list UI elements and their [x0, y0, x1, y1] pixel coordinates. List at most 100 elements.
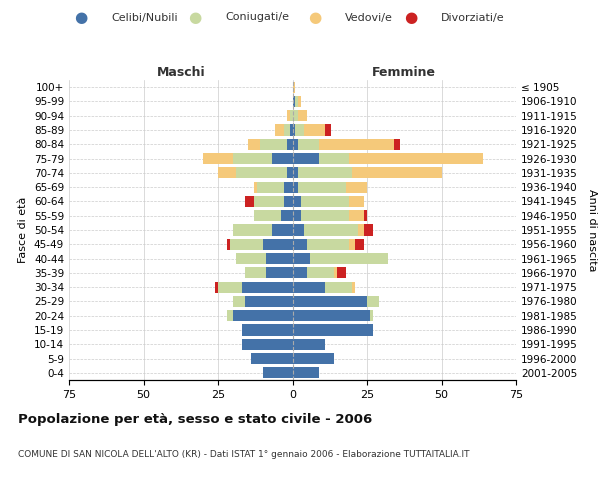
Text: Popolazione per età, sesso e stato civile - 2006: Popolazione per età, sesso e stato civil…	[18, 412, 372, 426]
Bar	[242, 338, 293, 350]
Bar	[263, 368, 293, 378]
Y-axis label: Anni di nascita: Anni di nascita	[587, 188, 597, 271]
Bar	[242, 324, 293, 336]
Bar	[248, 138, 260, 150]
Text: Maschi: Maschi	[157, 66, 205, 78]
Bar	[310, 253, 388, 264]
Bar	[293, 253, 310, 264]
Bar	[295, 96, 298, 107]
Bar	[349, 210, 364, 222]
Bar	[295, 124, 304, 136]
Bar	[284, 196, 293, 207]
Text: Divorziati/e: Divorziati/e	[441, 12, 505, 22]
Bar	[293, 296, 367, 307]
Bar	[266, 268, 293, 278]
Bar	[230, 238, 263, 250]
Bar	[301, 196, 349, 207]
Bar	[355, 238, 364, 250]
Bar	[293, 82, 295, 92]
Bar	[233, 224, 272, 235]
Bar	[233, 310, 293, 322]
Bar	[293, 224, 304, 235]
Bar	[293, 96, 295, 107]
Bar	[260, 138, 287, 150]
Bar	[218, 282, 242, 292]
Bar	[293, 182, 298, 192]
Bar	[254, 210, 281, 222]
Bar	[325, 124, 331, 136]
Bar	[364, 210, 367, 222]
Bar	[293, 153, 319, 164]
Bar	[298, 138, 319, 150]
Bar	[203, 153, 233, 164]
Bar	[349, 196, 364, 207]
Bar	[272, 153, 293, 164]
Bar	[227, 310, 233, 322]
Bar	[293, 238, 307, 250]
Bar	[281, 210, 293, 222]
Text: ●: ●	[74, 10, 88, 25]
Bar	[290, 110, 293, 122]
Bar	[352, 168, 442, 178]
Bar	[245, 196, 254, 207]
Bar	[293, 210, 301, 222]
Bar	[245, 296, 293, 307]
Bar	[293, 196, 301, 207]
Bar	[284, 124, 290, 136]
Text: Coniugati/e: Coniugati/e	[225, 12, 289, 22]
Bar	[346, 182, 367, 192]
Y-axis label: Fasce di età: Fasce di età	[19, 197, 28, 263]
Bar	[394, 138, 400, 150]
Bar	[293, 138, 298, 150]
Bar	[293, 268, 307, 278]
Bar	[293, 282, 325, 292]
Bar	[293, 310, 370, 322]
Bar	[233, 296, 245, 307]
Bar	[275, 124, 284, 136]
Bar	[263, 238, 293, 250]
Bar	[218, 168, 236, 178]
Bar	[272, 224, 293, 235]
Bar	[242, 282, 293, 292]
Bar	[304, 224, 358, 235]
Bar	[334, 268, 337, 278]
Bar	[266, 253, 293, 264]
Bar	[293, 338, 325, 350]
Bar	[287, 110, 290, 122]
Bar	[307, 268, 334, 278]
Bar	[293, 353, 334, 364]
Bar	[284, 182, 293, 192]
Bar	[352, 282, 355, 292]
Bar	[325, 282, 352, 292]
Bar	[251, 353, 293, 364]
Bar	[304, 124, 325, 136]
Bar	[233, 153, 272, 164]
Bar	[254, 182, 257, 192]
Bar	[298, 96, 301, 107]
Bar	[293, 324, 373, 336]
Bar	[367, 296, 379, 307]
Text: ●: ●	[308, 10, 322, 25]
Text: ●: ●	[404, 10, 418, 25]
Bar	[364, 224, 373, 235]
Bar	[337, 268, 346, 278]
Bar	[236, 168, 287, 178]
Bar	[257, 182, 284, 192]
Text: Femmine: Femmine	[372, 66, 436, 78]
Bar	[215, 282, 218, 292]
Bar	[349, 153, 483, 164]
Bar	[290, 124, 293, 136]
Text: Celibi/Nubili: Celibi/Nubili	[111, 12, 178, 22]
Text: COMUNE DI SAN NICOLA DELL'ALTO (KR) - Dati ISTAT 1° gennaio 2006 - Elaborazione : COMUNE DI SAN NICOLA DELL'ALTO (KR) - Da…	[18, 450, 470, 459]
Bar	[358, 224, 364, 235]
Bar	[293, 368, 319, 378]
Bar	[349, 238, 355, 250]
Bar	[307, 238, 349, 250]
Bar	[319, 138, 394, 150]
Text: Vedovi/e: Vedovi/e	[345, 12, 393, 22]
Bar	[227, 238, 230, 250]
Bar	[298, 110, 307, 122]
Text: ●: ●	[188, 10, 202, 25]
Bar	[293, 124, 295, 136]
Bar	[236, 253, 266, 264]
